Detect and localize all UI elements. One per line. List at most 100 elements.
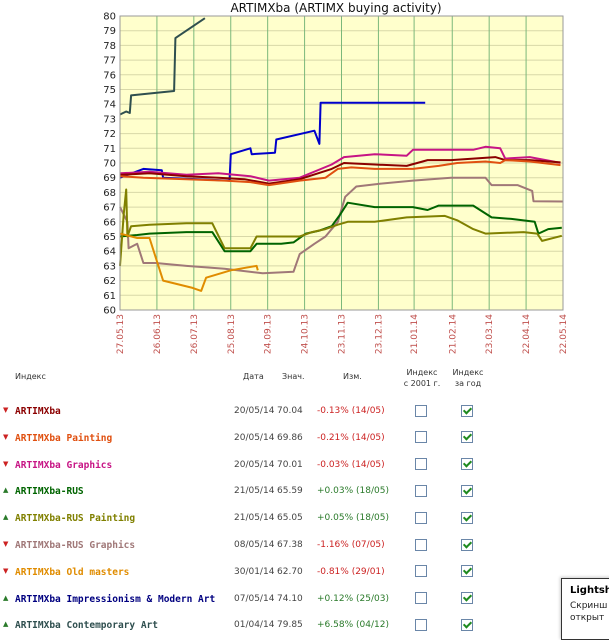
index-change: -0.13% (14/05)	[317, 406, 385, 417]
year-checkbox[interactable]	[461, 565, 473, 578]
tooltip-popup: Lightsh Скринш открыт	[561, 578, 609, 640]
index-value: 79.85	[277, 620, 303, 631]
trend-arrow-icon: ▲	[3, 486, 9, 495]
y-tick-label: 66	[103, 217, 116, 228]
y-tick-label: 74	[103, 100, 116, 111]
index-date: 20/05/14	[234, 406, 275, 417]
index-change: +0.05% (18/05)	[317, 513, 389, 524]
series-line-8	[119, 232, 259, 292]
index-name-link[interactable]: ARTIMXba-RUS Graphics	[15, 540, 136, 552]
index-change: -0.81% (29/01)	[317, 566, 385, 577]
index-name-link[interactable]: ARTIMXba-RUS	[15, 486, 84, 498]
x-tick-label: 24.09.13	[264, 314, 274, 354]
year-checkbox[interactable]	[461, 485, 473, 498]
header-since2001-line1: Индекс	[406, 368, 438, 377]
since-2001-checkbox[interactable]	[415, 565, 427, 578]
index-value: 70.01	[277, 459, 303, 470]
table-row: ▼ ARTIMXba Graphics 20/05/14 70.01 -0.03% (1…	[0, 452, 609, 479]
index-value: 65.05	[277, 513, 303, 524]
header-year-line2: за год	[454, 379, 482, 388]
table-row: ▼ ARTIMXba Painting 20/05/14 69.86 -0.21% (1…	[0, 425, 609, 452]
since-2001-checkbox[interactable]	[415, 431, 427, 444]
x-tick-label: 26.06.13	[153, 314, 163, 354]
index-date: 07/05/14	[234, 593, 275, 604]
series-line-5	[119, 176, 564, 275]
index-name-link[interactable]: ARTIMXba Painting	[15, 432, 113, 444]
index-name-link[interactable]: ARTIMXba Old masters	[15, 566, 130, 578]
y-tick-label: 77	[103, 56, 116, 67]
table-row: ▲ ARTIMXba Impressionism & Modern Art 07/0…	[0, 586, 609, 613]
x-tick-label: 23.12.13	[374, 314, 384, 354]
series-line-2	[119, 145, 561, 182]
table-row: ▼ ARTIMXba 20/05/14 70.04 -0.13% (14/05)	[0, 398, 609, 425]
index-value: 62.70	[277, 566, 303, 577]
index-change: -0.03% (14/05)	[317, 459, 385, 470]
table-row: ▼ ARTIMXba Old masters 30/01/14 62.70 -0.81%…	[0, 559, 609, 586]
year-checkbox[interactable]	[461, 431, 473, 444]
year-checkbox[interactable]	[461, 619, 473, 632]
x-tick-label: 23.03.14	[485, 314, 495, 354]
table-row: ▲ ARTIMXba-RUS Painting 21/05/14 65.05 +0.05…	[0, 505, 609, 532]
since-2001-checkbox[interactable]	[415, 511, 427, 524]
year-checkbox[interactable]	[461, 404, 473, 417]
since-2001-checkbox[interactable]	[415, 538, 427, 551]
y-tick-label: 65	[103, 232, 116, 243]
index-change: -1.16% (07/05)	[317, 540, 385, 551]
trend-arrow-icon: ▼	[3, 566, 9, 575]
index-change: +6.58% (04/12)	[317, 620, 389, 631]
index-name-link[interactable]: ARTIMXba Graphics	[15, 459, 113, 471]
header-year-line1: Индекс	[452, 368, 484, 377]
index-value: 67.38	[277, 540, 303, 551]
header-change: Изм.	[343, 372, 362, 381]
index-name-link[interactable]: ARTIMXba	[15, 406, 61, 418]
tooltip-line-2: открыт	[570, 613, 605, 623]
since-2001-checkbox[interactable]	[415, 485, 427, 498]
table-row: ▲ ARTIMXba-RUS 21/05/14 65.59 +0.03% (18/05)	[0, 478, 609, 505]
since-2001-checkbox[interactable]	[415, 592, 427, 605]
x-tick-label: 23.11.13	[338, 314, 348, 354]
series-line-3	[119, 156, 561, 185]
index-value: 70.04	[277, 406, 303, 417]
series-line-0	[119, 17, 206, 116]
index-name-link[interactable]: ARTIMXba-RUS Painting	[15, 513, 136, 525]
year-checkbox[interactable]	[461, 538, 473, 551]
chart: 60 61 62 63 64 65 66 67 68 69 70 71 72 73 74 75 76 77 78 79…	[103, 1, 569, 354]
y-tick-label: 78	[103, 41, 116, 52]
y-tick-label: 61	[103, 291, 116, 302]
since-2001-checkbox[interactable]	[415, 458, 427, 471]
plot-border	[119, 15, 564, 311]
index-change: +0.03% (18/05)	[317, 486, 389, 497]
series-line-1	[119, 101, 426, 182]
index-date: 30/01/14	[234, 566, 275, 577]
index-date: 20/05/14	[234, 459, 275, 470]
x-tick-label: 21.02.14	[448, 314, 458, 354]
series-line-6	[119, 201, 562, 253]
index-name-link[interactable]: ARTIMXba Impressionism & Modern Art	[15, 593, 216, 605]
trend-arrow-icon: ▼	[3, 459, 9, 468]
since-2001-checkbox[interactable]	[415, 404, 427, 417]
x-tick-label: 22.04.14	[522, 314, 532, 354]
y-tick-label: 75	[103, 85, 116, 96]
trend-arrow-icon: ▲	[3, 620, 9, 629]
table-row: ▲ ARTIMXba Contemporary Art 01/04/14 79.85 +…	[0, 612, 609, 639]
y-tick-label: 69	[103, 173, 116, 184]
index-value: 69.86	[277, 432, 303, 443]
index-name-link[interactable]: ARTIMXba Contemporary Art	[15, 620, 158, 632]
header-value: Знач.	[282, 372, 305, 381]
trend-arrow-icon: ▲	[3, 513, 9, 522]
index-date: 01/04/14	[234, 620, 275, 631]
y-tick-label: 62	[103, 276, 116, 287]
header-index: Индекс	[15, 372, 46, 381]
since-2001-checkbox[interactable]	[415, 619, 427, 632]
index-date: 21/05/14	[234, 513, 275, 524]
year-checkbox[interactable]	[461, 511, 473, 524]
year-checkbox[interactable]	[461, 592, 473, 605]
tooltip-title: Lightsh	[570, 585, 609, 596]
year-checkbox[interactable]	[461, 458, 473, 471]
series-line-4	[119, 159, 561, 187]
index-table: Индекс Дата Знач. Изм. Индекс с 2001 г. …	[0, 368, 609, 639]
index-value: 74.10	[277, 593, 303, 604]
y-tick-label: 70	[103, 159, 116, 170]
y-tick-label: 68	[103, 188, 116, 199]
header-date: Дата	[243, 372, 264, 381]
